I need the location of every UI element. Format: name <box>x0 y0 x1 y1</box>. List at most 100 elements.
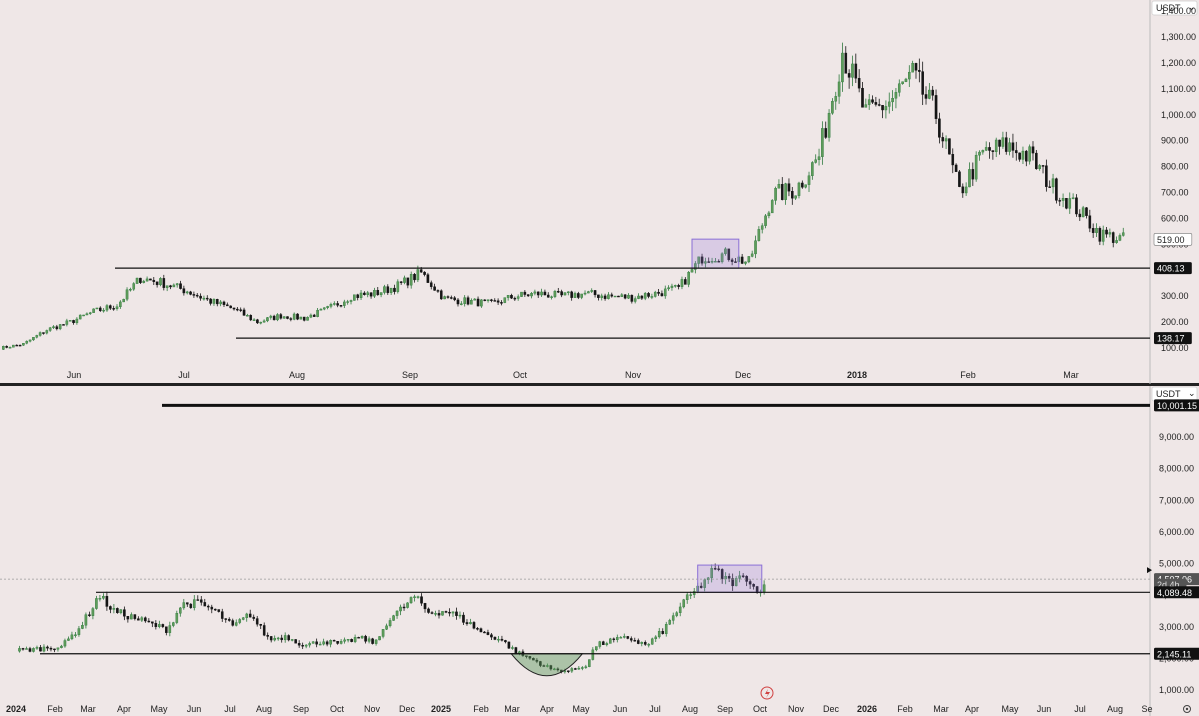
currency-selector[interactable]: USDT ⌄ <box>1151 386 1198 402</box>
candle-body <box>296 313 299 320</box>
candle-body <box>1031 146 1035 154</box>
candle-body <box>493 300 497 302</box>
lightning-icon-ring[interactable] <box>760 686 774 700</box>
candle-body <box>169 285 172 288</box>
candle-body <box>514 647 518 654</box>
candle-body <box>49 647 53 650</box>
candle-body <box>553 291 557 297</box>
candle-body <box>1071 197 1075 199</box>
candle-body <box>115 306 119 309</box>
candle-body <box>392 615 395 621</box>
lightning-icon[interactable] <box>760 686 774 700</box>
candle-body <box>434 613 437 615</box>
pane-1: USDT⌄100.00200.00300.00400.00500.00600.0… <box>2 0 1198 384</box>
candle-body <box>479 628 483 633</box>
candle-body <box>172 622 175 626</box>
y-tick-label: 700.00 <box>1161 188 1189 198</box>
candle-body <box>844 52 848 74</box>
candle-body <box>232 307 236 310</box>
candle-body <box>600 295 604 298</box>
x-tick-label: Sep <box>402 370 418 380</box>
candle-body <box>609 638 612 644</box>
candle-body <box>794 195 797 199</box>
candle-body <box>978 151 981 156</box>
candle-body <box>272 315 276 321</box>
x-tick-label: Jun <box>187 704 202 714</box>
candle-body <box>573 293 577 298</box>
candle-body <box>584 666 588 668</box>
candle-body <box>416 269 420 281</box>
candle-body <box>563 292 567 296</box>
candle-body <box>497 638 500 641</box>
candle-body <box>98 598 102 600</box>
candle-body <box>1058 200 1062 202</box>
candle-body <box>974 154 978 180</box>
candle-body <box>144 617 147 622</box>
candle-body <box>887 101 891 107</box>
y-tick-label: 100.00 <box>1161 343 1189 353</box>
candle-body <box>580 293 583 298</box>
candle-body <box>784 183 787 200</box>
x-tick-label: Apr <box>117 704 131 714</box>
gear-icon-ring[interactable] <box>1183 705 1191 713</box>
candle-body <box>135 277 139 284</box>
candle-body <box>710 568 713 579</box>
candles <box>18 563 766 674</box>
candle-body <box>102 595 105 599</box>
candle-body <box>874 102 878 105</box>
candle-body <box>528 656 532 659</box>
candle-body <box>1118 235 1122 241</box>
x-tick-label: Oct <box>753 704 768 714</box>
scroll-right-arrow-icon[interactable] <box>1147 567 1152 574</box>
candle-body <box>607 294 610 299</box>
candle-body <box>290 639 294 641</box>
currency-selector-box[interactable] <box>1151 0 1198 16</box>
candle-body <box>367 638 371 642</box>
y-tick-label: 3,000.00 <box>1159 622 1194 632</box>
candle-body <box>234 622 238 626</box>
candle-body <box>5 346 8 348</box>
candle-body <box>379 292 383 296</box>
candle-body <box>542 665 546 667</box>
consolidation-box <box>691 238 740 269</box>
candle-body <box>670 285 674 288</box>
candle-body <box>730 259 734 262</box>
candle-body <box>62 324 65 326</box>
candle-body <box>539 661 542 666</box>
candle-body <box>543 291 547 296</box>
candle-body <box>483 631 486 634</box>
candle-body <box>629 638 633 641</box>
candle-body <box>894 92 898 99</box>
candle-body <box>660 293 664 297</box>
candle-body <box>677 285 680 287</box>
lightning-icon-bolt[interactable] <box>765 689 770 698</box>
candle-body <box>448 611 451 614</box>
x-tick-label: Mar <box>1063 370 1079 380</box>
candle-body <box>750 253 754 257</box>
candle-body <box>217 609 221 612</box>
price-tag-box <box>1153 233 1193 246</box>
candle-body <box>371 638 374 644</box>
currency-selector[interactable]: USDT ⌄ <box>1151 0 1198 16</box>
candle-body <box>827 112 831 138</box>
settings-gear-icon[interactable] <box>1183 705 1191 713</box>
candle-body <box>42 646 46 652</box>
candle-body <box>1004 137 1008 152</box>
candle-body <box>934 95 938 120</box>
candle-body <box>98 307 102 311</box>
x-tick-label: Nov <box>364 704 381 714</box>
x-tick-label: Oct <box>513 370 528 380</box>
candle-body <box>360 635 364 639</box>
candle-body <box>938 118 941 138</box>
x-tick-label: Mar <box>80 704 96 714</box>
y-tick-label: 800.00 <box>1161 162 1189 172</box>
candle-body <box>389 287 393 293</box>
candle-body <box>767 212 771 217</box>
candle-body <box>53 648 56 651</box>
candle-body <box>409 597 413 604</box>
gear-icon-center[interactable] <box>1185 707 1189 711</box>
candle-body <box>266 317 269 322</box>
candle-body <box>961 186 965 194</box>
candle-body <box>675 612 679 616</box>
price-tag-box <box>1154 332 1192 345</box>
